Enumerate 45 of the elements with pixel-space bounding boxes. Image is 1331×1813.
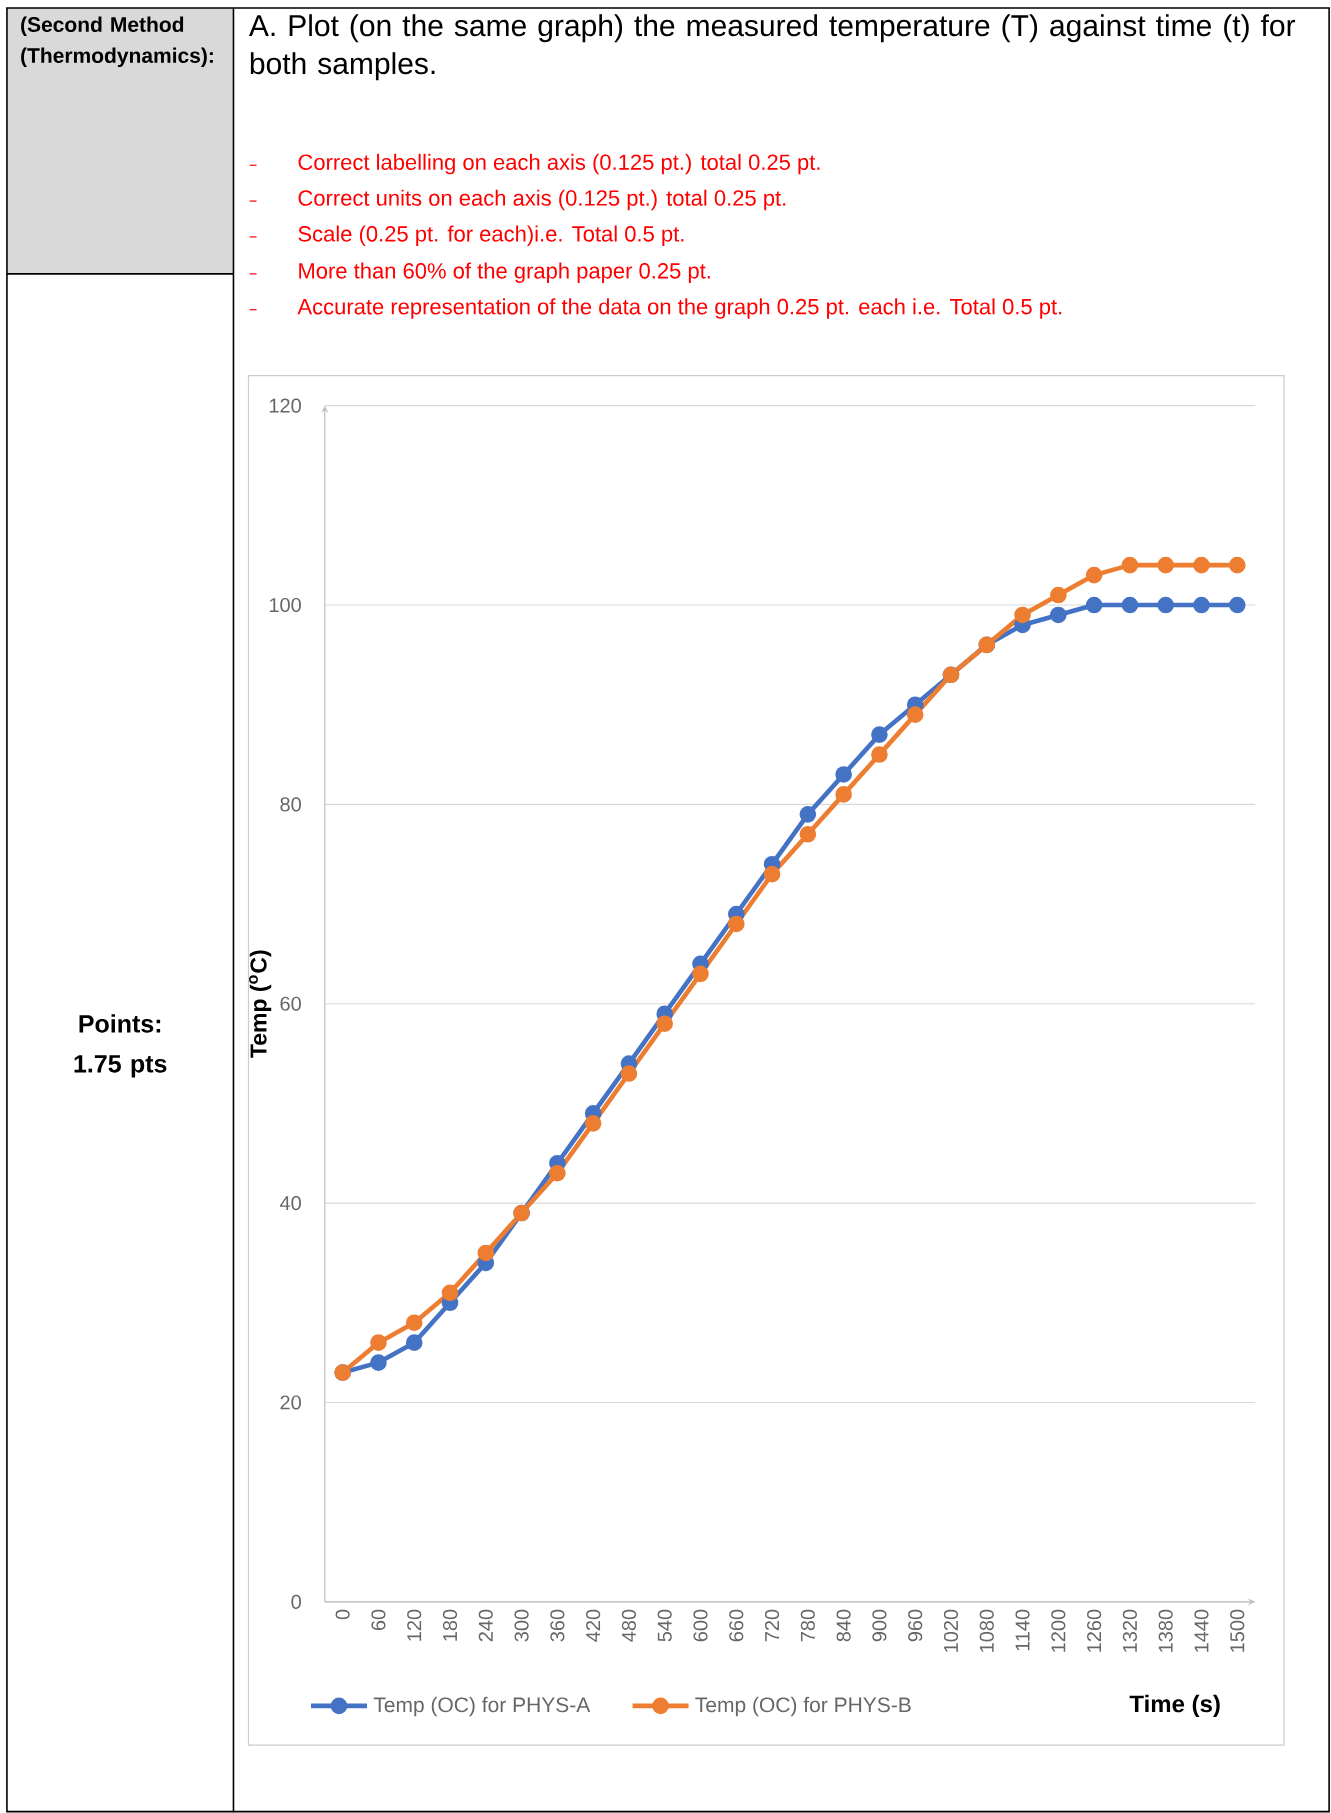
legend-label: Temp (OC) for PHYS-B (695, 1696, 911, 1717)
y-tick-label: 120 (269, 398, 301, 413)
x-tick-label: 1140 (1015, 1609, 1030, 1651)
text: Accurate representation of the data on the graph 0.25 pt. each i.e. Total 0.5 pt. (297, 298, 1061, 319)
chart-title: A. Plot (on the same graph) the measured temperature (T) against time (t) for both samples. (248, 14, 1295, 81)
x-tick-label: 780 (800, 1609, 815, 1642)
x-tick-label: 1500 (1229, 1609, 1245, 1652)
x-tick-label: 540 (657, 1609, 672, 1642)
x-tick-label: 840 (836, 1609, 851, 1642)
x-tick-label: 120 (406, 1609, 422, 1641)
x-tick-label: 1380 (1158, 1609, 1173, 1652)
x-tick-label: 180 (442, 1609, 457, 1641)
x-tick-label: 480 (621, 1609, 636, 1642)
x-tick-label: 1320 (1122, 1609, 1137, 1652)
x-tick-label: 720 (764, 1609, 779, 1642)
text: (Second Method (Thermodynamics): (20, 16, 213, 68)
x-tick-label: 240 (478, 1609, 493, 1642)
x-tick-label: 1020 (943, 1609, 958, 1652)
text: Scale (0.25 pt. for each)i.e. Total 0.5 pt. (298, 225, 684, 246)
x-tick-label: 300 (514, 1609, 529, 1642)
x-tick-label: 1080 (979, 1609, 994, 1652)
x-tick-label: 0 (335, 1609, 350, 1620)
x-tick-label: 1260 (1086, 1609, 1101, 1652)
x-tick-label: 420 (585, 1609, 601, 1642)
y-axis-title: Temp ($^{o}$C) (248, 950, 272, 1058)
text: Correct units on each axis (0.125 pt.) total 0.25 pt. (298, 189, 786, 211)
x-tick-label: 1200 (1051, 1609, 1066, 1652)
y-tick-label: 60 (280, 996, 301, 1011)
y-tick-label: 80 (280, 797, 301, 812)
x-tick-label: 60 (371, 1609, 386, 1631)
y-tick-label: 0 (291, 1594, 301, 1609)
y-tick-label: 40 (279, 1196, 301, 1211)
x-tick-label: 960 (907, 1609, 923, 1642)
text: Correct labelling on each axis (0.125 pt.) total 0.25 pt. (298, 153, 820, 175)
x-tick-label: 1440 (1194, 1609, 1209, 1652)
text: Points: 1.75 pts (74, 1014, 167, 1078)
x-tick-label: 900 (872, 1609, 887, 1642)
x-axis-title: Time (s) (1129, 1694, 1220, 1718)
legend-label: Temp (OC) for PHYS-A (373, 1696, 591, 1717)
y-tick-label: 20 (280, 1395, 301, 1410)
x-tick-label: 600 (693, 1609, 708, 1642)
x-tick-label: 360 (550, 1609, 565, 1642)
text: More than 60% of the graph paper 0.25 pt. (299, 262, 710, 283)
y-tick-label: 100 (269, 597, 301, 613)
x-tick-label: 660 (729, 1609, 744, 1642)
